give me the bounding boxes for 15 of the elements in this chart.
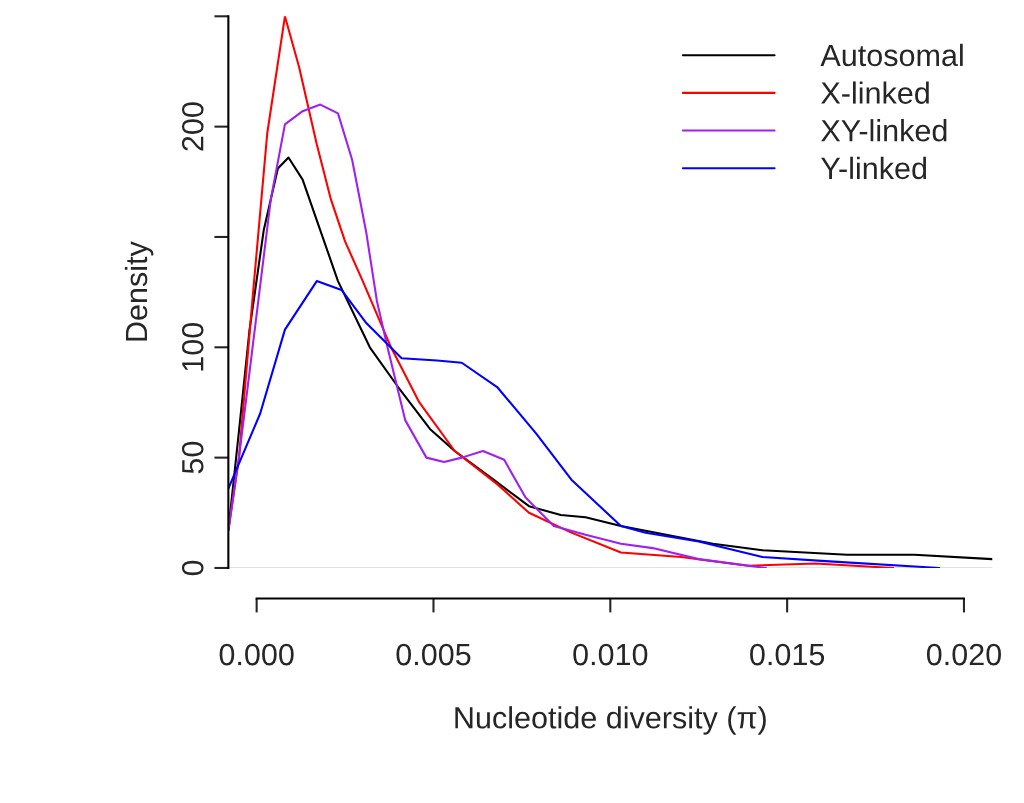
legend-label: XY-linked bbox=[821, 119, 947, 142]
y-tick-label: 100 bbox=[181, 323, 204, 371]
y-tick-label: 50 bbox=[181, 441, 204, 474]
y-tick-label: 0 bbox=[181, 560, 204, 576]
legend-label: Autosomal bbox=[820, 43, 963, 67]
x-tick-label: 0.015 bbox=[750, 643, 825, 666]
y-axis-title: Density bbox=[124, 241, 154, 341]
legend-label: Y-linked bbox=[821, 156, 927, 180]
legend-label: X-linked bbox=[821, 81, 929, 104]
x-tick-label: 0.020 bbox=[926, 643, 1001, 666]
x-tick-label: 0.005 bbox=[396, 643, 471, 666]
x-tick-label: 0.000 bbox=[219, 643, 294, 666]
y-tick-label: 200 bbox=[181, 102, 204, 151]
x-tick-label: 0.010 bbox=[573, 643, 648, 666]
x-axis-title: Nucleotide diversity (π) bbox=[455, 706, 766, 735]
